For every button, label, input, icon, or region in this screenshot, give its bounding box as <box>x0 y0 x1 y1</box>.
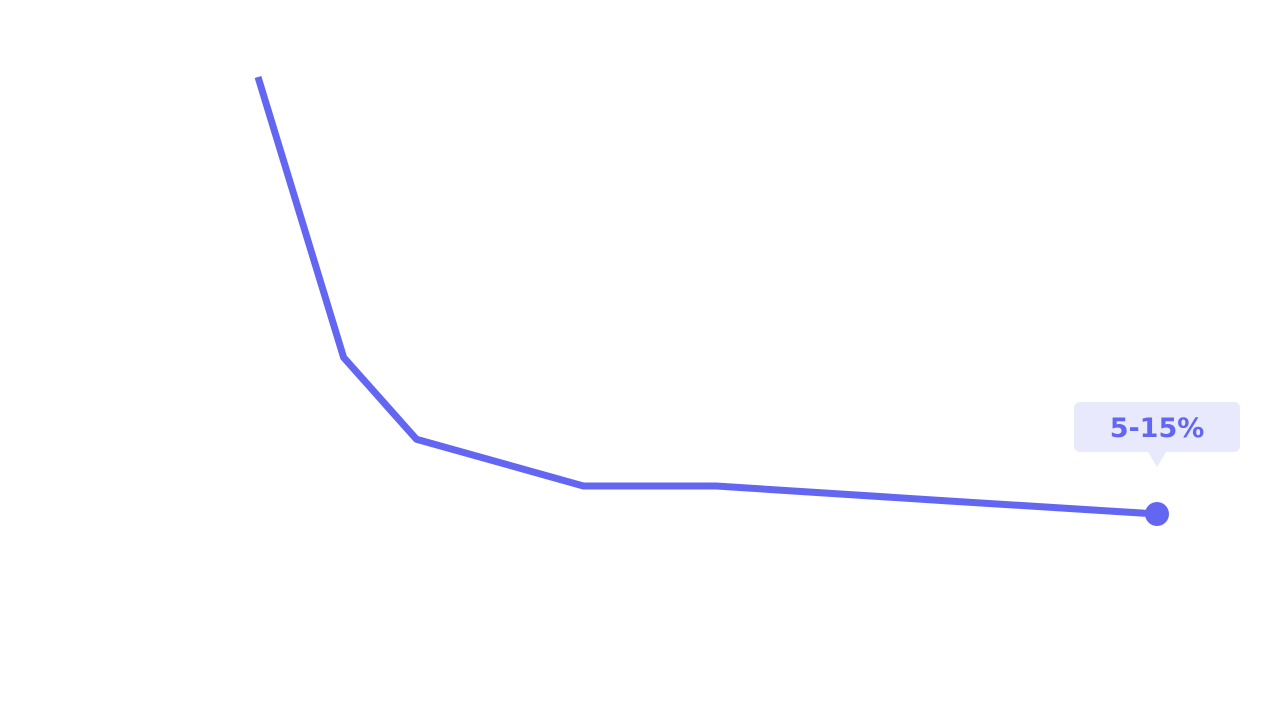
annotations: 5-15% <box>1074 402 1240 467</box>
data-points <box>1145 502 1169 526</box>
series-line <box>254 75 1158 518</box>
callout-pointer <box>1148 452 1166 467</box>
callout-label: 5-15% <box>1110 413 1205 444</box>
callout-box <box>1074 402 1240 452</box>
end-point-marker <box>1145 502 1169 526</box>
